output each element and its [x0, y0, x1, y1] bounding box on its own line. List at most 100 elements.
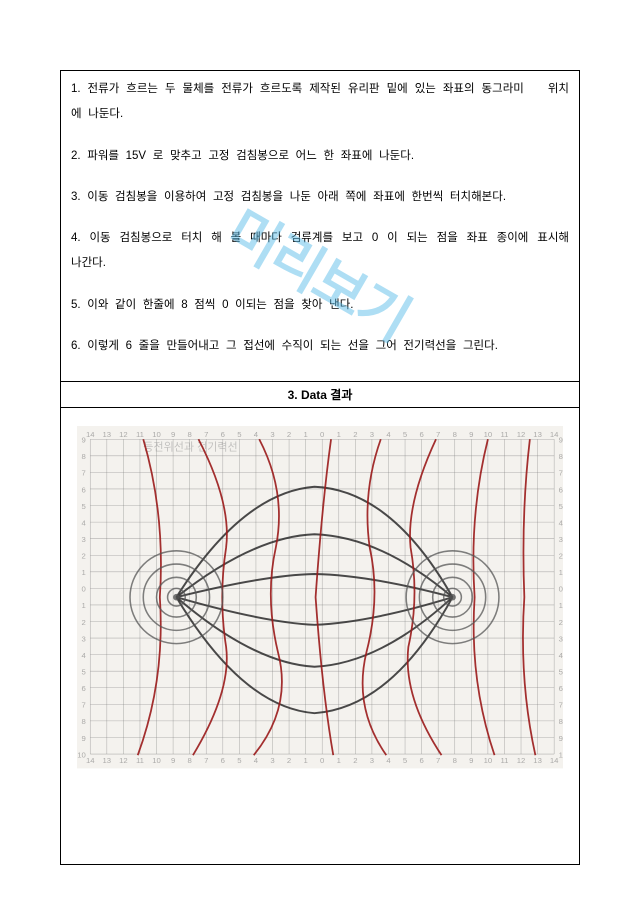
- steps-block: 1. 전류가 흐르는 두 물체를 전류가 흐르도록 제작된 유리판 밑에 있는 …: [61, 71, 579, 381]
- svg-text:8: 8: [453, 756, 457, 765]
- svg-text:10: 10: [484, 756, 493, 765]
- svg-text:2: 2: [559, 618, 563, 627]
- step-item: 4. 이동 검침봉으로 터치 해 볼 때마다 검류계를 보고 0 이 되는 점을…: [71, 226, 569, 277]
- svg-text:4: 4: [559, 519, 563, 528]
- svg-text:3: 3: [559, 635, 563, 644]
- svg-text:3: 3: [559, 535, 563, 544]
- svg-text:1: 1: [303, 430, 307, 439]
- svg-text:4: 4: [254, 430, 259, 439]
- svg-text:10: 10: [152, 756, 161, 765]
- svg-text:11: 11: [136, 756, 144, 765]
- svg-text:6: 6: [419, 756, 423, 765]
- svg-text:4: 4: [559, 651, 563, 660]
- svg-text:5: 5: [403, 756, 407, 765]
- svg-text:9: 9: [559, 734, 563, 743]
- svg-text:1: 1: [82, 602, 86, 611]
- svg-text:4: 4: [254, 756, 259, 765]
- svg-text:2: 2: [559, 552, 563, 561]
- svg-text:4: 4: [82, 519, 87, 528]
- svg-text:1: 1: [559, 602, 563, 611]
- step-item: 6. 이렇게 6 줄을 만들어내고 그 접선에 수직이 되는 선을 그어 전기력…: [71, 334, 569, 359]
- page-frame: 미리보기 1. 전류가 흐르는 두 물체를 전류가 흐르도록 제작된 유리판 밑…: [60, 70, 580, 865]
- section-header: 3. Data 결과: [61, 381, 579, 408]
- svg-text:2: 2: [82, 552, 86, 561]
- svg-text:6: 6: [82, 684, 86, 693]
- svg-text:13: 13: [533, 430, 542, 439]
- svg-text:6: 6: [82, 486, 86, 495]
- svg-text:6: 6: [419, 430, 423, 439]
- svg-text:1: 1: [303, 756, 307, 765]
- svg-text:9: 9: [469, 430, 473, 439]
- svg-text:10: 10: [484, 430, 493, 439]
- svg-text:6: 6: [221, 756, 225, 765]
- svg-text:2: 2: [287, 756, 291, 765]
- svg-text:10: 10: [559, 751, 563, 760]
- svg-text:9: 9: [82, 734, 86, 743]
- svg-text:7: 7: [559, 701, 563, 710]
- svg-text:13: 13: [103, 430, 112, 439]
- svg-text:4: 4: [82, 651, 87, 660]
- svg-text:1: 1: [337, 430, 341, 439]
- svg-text:13: 13: [533, 756, 542, 765]
- svg-text:8: 8: [188, 430, 192, 439]
- svg-text:3: 3: [370, 430, 374, 439]
- svg-text:12: 12: [517, 430, 526, 439]
- svg-text:5: 5: [82, 502, 86, 511]
- svg-text:0: 0: [82, 585, 86, 594]
- svg-text:3: 3: [270, 430, 274, 439]
- step-item: 2. 파워를 15V 로 맞추고 고정 검침봉으로 어느 한 좌표에 나둔다.: [71, 144, 569, 169]
- svg-text:6: 6: [559, 684, 563, 693]
- svg-text:7: 7: [436, 756, 440, 765]
- svg-text:6: 6: [221, 430, 225, 439]
- svg-text:3: 3: [270, 756, 274, 765]
- figure-area: 1414131312121111101099887766554433221100…: [61, 408, 579, 786]
- svg-text:7: 7: [204, 756, 208, 765]
- svg-text:7: 7: [82, 701, 86, 710]
- svg-text:11: 11: [500, 756, 508, 765]
- svg-text:9: 9: [171, 430, 175, 439]
- svg-text:12: 12: [119, 756, 128, 765]
- svg-text:1: 1: [82, 568, 86, 577]
- svg-text:1: 1: [337, 756, 341, 765]
- svg-text:5: 5: [403, 430, 407, 439]
- svg-text:5: 5: [559, 502, 563, 511]
- svg-text:8: 8: [82, 453, 86, 462]
- step-item: 3. 이동 검침봉을 이용하여 고정 검침봉을 나둔 아래 쪽에 좌표에 한번씩…: [71, 185, 569, 210]
- svg-text:7: 7: [204, 430, 208, 439]
- svg-text:10: 10: [152, 430, 161, 439]
- svg-text:0: 0: [320, 430, 324, 439]
- svg-text:8: 8: [453, 430, 457, 439]
- svg-text:3: 3: [82, 535, 86, 544]
- svg-text:0: 0: [559, 585, 563, 594]
- svg-text:5: 5: [237, 430, 241, 439]
- svg-text:4: 4: [386, 430, 391, 439]
- svg-text:8: 8: [559, 453, 563, 462]
- svg-text:2: 2: [353, 756, 357, 765]
- svg-text:7: 7: [436, 430, 440, 439]
- svg-text:14: 14: [86, 430, 95, 439]
- svg-text:7: 7: [82, 469, 86, 478]
- svg-text:8: 8: [188, 756, 192, 765]
- svg-text:7: 7: [559, 469, 563, 478]
- svg-text:5: 5: [82, 668, 86, 677]
- svg-text:14: 14: [86, 756, 95, 765]
- svg-text:6: 6: [559, 486, 563, 495]
- svg-text:1: 1: [559, 568, 563, 577]
- svg-text:9: 9: [82, 436, 86, 445]
- svg-text:12: 12: [517, 756, 526, 765]
- svg-text:11: 11: [500, 430, 508, 439]
- svg-text:2: 2: [287, 430, 291, 439]
- svg-text:2: 2: [353, 430, 357, 439]
- svg-text:0: 0: [320, 756, 324, 765]
- svg-text:8: 8: [82, 718, 86, 727]
- svg-text:2: 2: [82, 618, 86, 627]
- svg-text:4: 4: [386, 756, 391, 765]
- svg-text:12: 12: [119, 430, 128, 439]
- svg-text:5: 5: [559, 668, 563, 677]
- svg-text:8: 8: [559, 718, 563, 727]
- svg-text:9: 9: [559, 436, 563, 445]
- step-item: 5. 이와 같이 한줄에 8 점씩 0 이되는 점을 찾아 낸다.: [71, 293, 569, 318]
- svg-text:9: 9: [171, 756, 175, 765]
- equipotential-diagram: 1414131312121111101099887766554433221100…: [77, 426, 563, 768]
- diagram-title: 등전위선과 전기력선: [143, 441, 237, 454]
